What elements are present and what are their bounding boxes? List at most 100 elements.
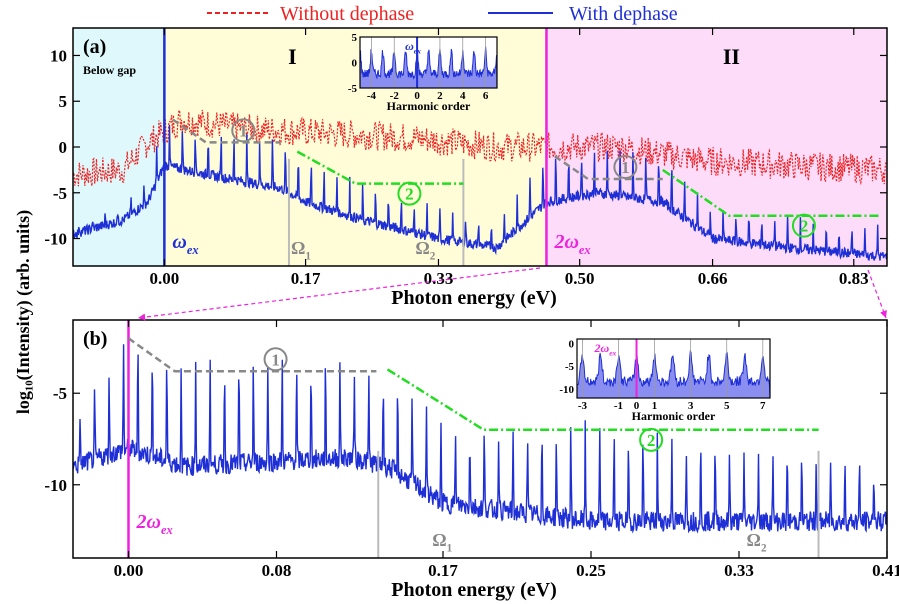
plateau-label-2-number: 2 [647, 431, 656, 450]
zoom-arrow-left [137, 267, 541, 321]
y-tick-label-4: -5 [53, 184, 67, 203]
plateau-label-4: 2 [791, 213, 816, 238]
plateau-label-1: 1 [231, 118, 256, 143]
inset-x-tick-label-2: -2 [390, 90, 400, 102]
x-tick-label-4: 0.25 [576, 561, 606, 580]
plateau-label-2-circle [397, 181, 422, 206]
marker-label-3: Ω1 [291, 238, 311, 262]
region-label-3: II [723, 44, 740, 69]
y-tick-label-3: 0 [59, 138, 68, 157]
plot-area [73, 320, 887, 558]
plateau-label-2-number: 2 [405, 185, 414, 204]
inset-y-tick-label-1: 5 [352, 32, 358, 44]
plateau-guide-1 [171, 118, 281, 144]
inset-marker-label: ωex [405, 39, 421, 56]
plateau-label-3-number: 1 [621, 158, 630, 177]
inset-frame [359, 36, 498, 89]
inset-y-tick-label-2: -5 [565, 361, 575, 373]
panel-label: (b) [83, 328, 107, 350]
inset-x-tick-label-5: 3 [688, 400, 694, 412]
marker-label-4: Ω2 [415, 238, 435, 262]
plateau-label-2-circle [639, 427, 664, 452]
plateau-label-1-circle [263, 347, 288, 372]
plateau-label-2: 2 [639, 427, 664, 452]
marker-label-3: Ω2 [747, 530, 767, 554]
x-tick-label-5: 0.33 [724, 561, 754, 580]
legend: Without dephase With dephase [207, 3, 678, 25]
inset-x-tick-label-6: 6 [483, 90, 489, 102]
inset-x-tick-label-4: 1 [652, 400, 658, 412]
inset-spectrum [576, 350, 771, 399]
plateau-label-1-circle [231, 118, 256, 143]
series-without-dephase-line [73, 108, 887, 187]
y-tick-label-1: 10 [50, 46, 67, 65]
inset-y-tick-label-3: -10 [559, 384, 574, 396]
x-tick-label-1: 0.00 [149, 269, 179, 288]
plateau-guide-3 [554, 155, 663, 181]
region-label-2: I [288, 44, 297, 69]
inset-y-tick-label-1: 0 [569, 339, 575, 351]
plot-area [73, 28, 887, 266]
x-tick-label-6: 0.41 [872, 561, 899, 580]
inset-x-tick-label-4: 2 [437, 90, 443, 102]
series-with-dephase-line [73, 344, 887, 534]
legend-with-dephase-label: With dephase [569, 3, 678, 25]
x-tick-label-1: 0.00 [114, 561, 144, 580]
x-tick-label-2: 0.08 [262, 561, 292, 580]
x-tick-label-4: 0.50 [565, 269, 595, 288]
zoom-arrow-right [867, 269, 887, 319]
panel-b: 2ωex Ω1 Ω2 1 2 (b) 0.00 0.08 0.17 0.25 0.33 0.41 -5 -… [44, 319, 899, 601]
inset-x-tick-label-2: -1 [614, 400, 623, 412]
marker-label-2: 2ωex [553, 231, 590, 257]
plateau-label-1-number: 1 [271, 350, 280, 369]
inset-x-tick-label-1: -4 [367, 90, 377, 102]
axes-frame [72, 319, 888, 559]
inset-x-axis-label: Harmonic order [387, 99, 471, 113]
zoom-arrows [137, 267, 887, 321]
plateau-label-2: 2 [397, 181, 422, 206]
plateau-guide-2 [386, 368, 819, 432]
inset-x-tick-label-3: 0 [634, 400, 640, 412]
plateau-label-3-circle [613, 155, 638, 180]
plateau-guide-1 [127, 337, 377, 373]
plateau-guide-4 [661, 168, 879, 217]
y-tick-label-1: -5 [53, 384, 67, 403]
y-tick-label-2: 5 [59, 92, 68, 111]
x-tick-label-3: 0.33 [424, 269, 454, 288]
inset-x-tick-label-6: 5 [724, 400, 730, 412]
inset-x-axis-label: Harmonic order [632, 409, 716, 423]
inset-x-tick-label-5: 4 [460, 90, 466, 102]
legend-without-dephase-label: Without dephase [280, 3, 414, 25]
series-with-dephase-line [73, 124, 887, 261]
x-tick-label-5: 0.66 [698, 269, 728, 288]
marker-label-2: Ω1 [432, 530, 452, 554]
plateau-label-4-number: 2 [800, 217, 809, 236]
inset-x-tick-label-7: 7 [760, 400, 766, 412]
inset-x-tick-label-1: -3 [578, 400, 588, 412]
inset-y-tick-label-2: 0 [352, 58, 358, 70]
panel-label: (a) [83, 36, 106, 58]
x-axis-label: Photon energy (eV) [391, 579, 557, 601]
y-tick-label-5: -10 [44, 230, 67, 249]
plateau-label-3: 1 [613, 155, 638, 180]
x-tick-label-6: 0.83 [839, 269, 869, 288]
plateau-label-4-circle [791, 213, 816, 238]
y-tick-label-2: -10 [44, 476, 67, 495]
plateau-guide-2 [296, 150, 464, 185]
inset: -4 -2 0 2 4 6 5 0 -5 ωex Harmonic order [348, 32, 498, 113]
inset-marker-label: 2ωex [594, 341, 617, 358]
x-axis-label: Photon energy (eV) [391, 287, 557, 309]
inset-x-tick-label-3: 0 [414, 90, 420, 102]
inset-y-tick-label-3: -5 [348, 83, 358, 95]
plateau-label-1-number: 1 [239, 121, 248, 140]
marker-label-1: 2ωex [136, 511, 173, 537]
marker-label-1: ωex [172, 231, 198, 257]
plateau-label-1: 1 [263, 347, 288, 372]
y-axis-label: log₁₀(Intensity) (arb. units) [13, 210, 34, 414]
x-tick-label-2: 0.17 [291, 269, 321, 288]
x-tick-label-3: 0.17 [428, 561, 458, 580]
inset-frame [576, 338, 771, 399]
